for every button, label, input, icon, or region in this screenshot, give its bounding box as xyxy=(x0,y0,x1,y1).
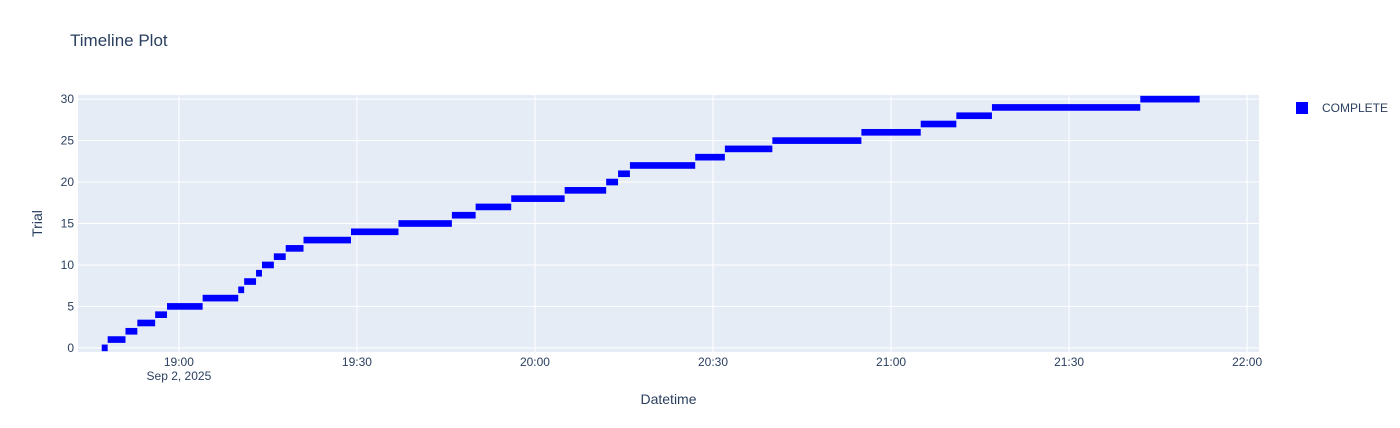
trial-bar-22 xyxy=(629,162,696,169)
trial-bar-14 xyxy=(350,228,399,236)
trial-bar-27 xyxy=(920,120,957,128)
trial-bar-9 xyxy=(256,269,262,277)
y-tick-label: 15 xyxy=(61,217,75,231)
trial-bar-7 xyxy=(238,286,245,294)
y-tick-label: 5 xyxy=(67,299,74,313)
trial-bar-23 xyxy=(695,153,725,161)
trial-bar-20 xyxy=(606,178,619,186)
y-axis-title: Trial xyxy=(29,210,45,237)
trial-bar-28 xyxy=(956,112,992,120)
y-tick-label: 30 xyxy=(61,92,75,106)
legend[interactable]: COMPLETE xyxy=(1296,101,1388,115)
legend-swatch-complete xyxy=(1296,102,1308,114)
x-tick-label: 19:30 xyxy=(342,355,372,369)
trial-bar-21 xyxy=(618,170,630,178)
x-tick-label: 20:00 xyxy=(520,355,550,369)
trial-bar-1 xyxy=(107,336,126,343)
x-tick-label: 20:30 xyxy=(698,355,728,369)
trial-bar-8 xyxy=(244,278,257,285)
trial-bar-13 xyxy=(303,236,351,244)
bars-layer xyxy=(101,95,1200,352)
x-tick-label: 21:30 xyxy=(1054,355,1084,369)
trial-bar-0 xyxy=(101,344,108,352)
y-axis-ticks: 0 5 10 15 20 25 30 xyxy=(61,92,75,355)
trial-bar-19 xyxy=(564,187,607,194)
trial-bar-12 xyxy=(285,245,304,252)
y-tick-label: 25 xyxy=(61,134,75,148)
trial-bar-5 xyxy=(167,303,203,310)
trial-bar-3 xyxy=(137,319,156,327)
x-tick-label: 19:00 xyxy=(164,355,194,369)
trial-bar-25 xyxy=(772,137,862,144)
trial-bar-11 xyxy=(273,253,286,260)
trial-bar-30 xyxy=(1140,95,1200,103)
trial-bar-29 xyxy=(991,104,1141,111)
trial-bar-16 xyxy=(451,211,476,219)
trial-bar-6 xyxy=(202,294,239,302)
chart-title: Timeline Plot xyxy=(70,31,168,50)
trial-bar-26 xyxy=(861,128,921,136)
x-axis-title: Datetime xyxy=(640,391,696,407)
y-tick-label: 20 xyxy=(61,175,75,189)
y-tick-label: 10 xyxy=(61,258,75,272)
trial-bar-4 xyxy=(155,311,168,319)
trial-bar-17 xyxy=(475,203,512,211)
grid-lines xyxy=(78,95,1259,352)
y-tick-label: 0 xyxy=(67,341,74,355)
trial-bar-18 xyxy=(511,195,565,202)
trial-bar-2 xyxy=(125,327,138,335)
x-tick-label: 21:00 xyxy=(876,355,906,369)
x-tick-date-label: Sep 2, 2025 xyxy=(147,369,212,383)
legend-label-complete: COMPLETE xyxy=(1322,101,1389,115)
x-axis-ticks: 19:00 19:30 20:00 20:30 21:00 21:30 22:00 Sep 2… xyxy=(147,355,1263,383)
trial-bar-15 xyxy=(398,220,452,227)
trial-bar-10 xyxy=(261,261,274,269)
x-tick-label: 22:00 xyxy=(1232,355,1262,369)
trial-bar-24 xyxy=(724,145,773,153)
